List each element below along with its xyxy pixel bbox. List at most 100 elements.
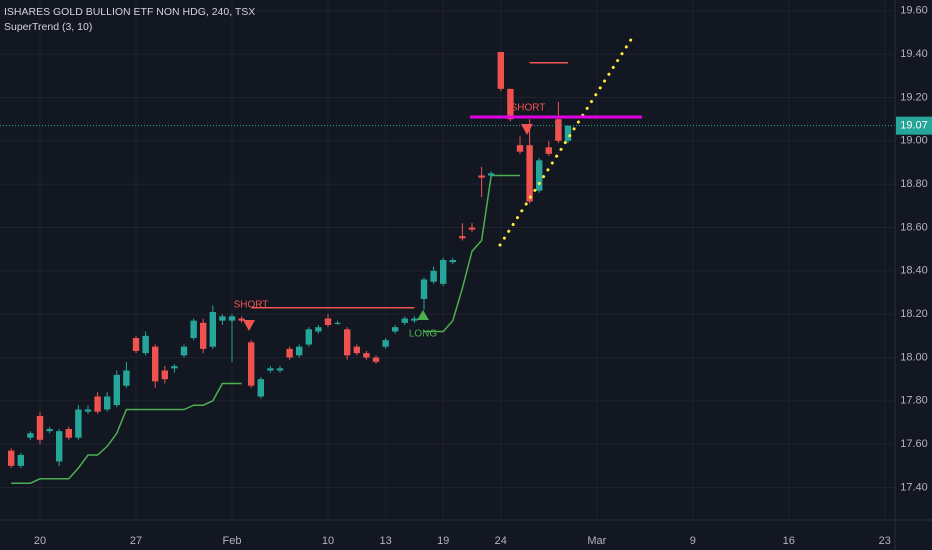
candle-body bbox=[555, 119, 562, 141]
last-price-label: 19.07 bbox=[900, 120, 928, 132]
candle-body bbox=[353, 346, 360, 354]
candle-body bbox=[219, 316, 226, 321]
y-tick-label: 19.40 bbox=[900, 48, 928, 60]
supertrend-line bbox=[251, 62, 568, 309]
candle-body bbox=[17, 455, 24, 466]
x-tick-label: Mar bbox=[587, 535, 606, 547]
candle-body bbox=[228, 316, 236, 321]
candle-body bbox=[516, 145, 524, 152]
y-tick-label: 19.20 bbox=[900, 91, 928, 103]
grid bbox=[0, 0, 895, 520]
candle-body bbox=[478, 175, 485, 178]
y-tick-label: 18.80 bbox=[900, 178, 928, 190]
y-tick-label: 17.60 bbox=[900, 438, 928, 450]
candle-body bbox=[430, 270, 437, 282]
candle-body bbox=[123, 370, 130, 386]
candle-body bbox=[382, 340, 389, 347]
y-tick-label: 18.00 bbox=[900, 351, 928, 363]
overlay bbox=[0, 115, 895, 127]
candle-body bbox=[8, 450, 15, 466]
candle-body bbox=[65, 429, 72, 438]
candle-body bbox=[180, 346, 188, 356]
candle-body bbox=[56, 431, 63, 462]
candle-body bbox=[440, 260, 447, 284]
candle-body bbox=[363, 353, 370, 358]
candle-body bbox=[449, 260, 456, 263]
candle-body bbox=[152, 346, 159, 382]
supertrend bbox=[11, 62, 568, 484]
candle-body bbox=[113, 374, 120, 406]
long-arrow bbox=[417, 310, 429, 320]
y-tick-label: 18.60 bbox=[900, 221, 928, 233]
y-tick-label: 17.40 bbox=[900, 481, 928, 493]
candle-body bbox=[142, 335, 149, 354]
x-tick-label: 19 bbox=[437, 535, 449, 547]
last-price-box bbox=[896, 116, 932, 135]
candle-body bbox=[238, 318, 245, 321]
x-tick-label: 13 bbox=[379, 535, 391, 547]
candle-body bbox=[267, 368, 274, 371]
x-tick-label: Feb bbox=[223, 535, 242, 547]
candle-body bbox=[276, 368, 284, 371]
candle-body bbox=[27, 433, 34, 438]
candle-body bbox=[305, 329, 312, 345]
candle-body bbox=[334, 322, 341, 324]
trend-line bbox=[498, 36, 634, 247]
candle-body bbox=[545, 147, 552, 154]
candle-body bbox=[526, 145, 533, 202]
supertrend-line bbox=[11, 174, 520, 484]
candle-body bbox=[209, 312, 216, 347]
candle-body bbox=[468, 227, 476, 230]
y-tick-label: 19.00 bbox=[900, 135, 928, 147]
candle-body bbox=[132, 338, 140, 351]
candle-body bbox=[420, 279, 428, 299]
short-arrow bbox=[521, 124, 533, 135]
candle-body bbox=[171, 366, 178, 369]
candle-body bbox=[94, 396, 101, 412]
candle-body bbox=[507, 88, 514, 120]
x-tick-label: 10 bbox=[322, 535, 334, 547]
candle-body bbox=[75, 409, 82, 438]
candle-body bbox=[286, 348, 293, 358]
candle-body bbox=[248, 342, 255, 386]
y-tick-label: 18.40 bbox=[900, 265, 928, 277]
signal-label: SHORT bbox=[234, 300, 269, 311]
x-tick-label: 23 bbox=[879, 535, 891, 547]
candles bbox=[8, 52, 572, 468]
signal-label: LONG bbox=[409, 329, 438, 340]
candle-body bbox=[392, 327, 399, 332]
candle-body bbox=[200, 322, 207, 349]
indicator-name: SuperTrend (3, 10) bbox=[4, 21, 92, 33]
candle-body bbox=[372, 357, 380, 362]
candle-body bbox=[36, 416, 44, 440]
x-tick-label: 24 bbox=[495, 535, 507, 547]
candle-body bbox=[161, 370, 168, 380]
candle-body bbox=[497, 52, 504, 89]
chart-title: ISHARES GOLD BULLION ETF NON HDG, 240, T… bbox=[4, 6, 255, 18]
candle-body bbox=[488, 173, 495, 176]
y-tick-label: 18.20 bbox=[900, 308, 928, 320]
candle-body bbox=[46, 429, 53, 432]
x-tick-label: 27 bbox=[130, 535, 142, 547]
candle-body bbox=[296, 346, 303, 356]
candle-body bbox=[84, 409, 92, 412]
candle-body bbox=[344, 329, 351, 356]
candle-body bbox=[401, 318, 408, 323]
x-tick-label: 9 bbox=[690, 535, 696, 547]
x-tick-label: 16 bbox=[783, 535, 795, 547]
axes: 17.40 17.60 17.80 18.00 18.20 18.40 18.60 18.80… bbox=[34, 5, 932, 547]
candle-body bbox=[536, 160, 543, 191]
candle-body bbox=[564, 125, 572, 141]
y-tick-label: 19.60 bbox=[900, 5, 928, 17]
candle-body bbox=[459, 236, 466, 239]
y-tick-label: 17.80 bbox=[900, 395, 928, 407]
candle-body bbox=[315, 327, 322, 332]
candle-body bbox=[411, 318, 418, 321]
candle-body bbox=[104, 396, 111, 410]
short-arrow bbox=[243, 320, 255, 331]
candle-body bbox=[190, 320, 197, 338]
candle-body bbox=[257, 379, 264, 397]
x-tick-label: 20 bbox=[34, 535, 46, 547]
